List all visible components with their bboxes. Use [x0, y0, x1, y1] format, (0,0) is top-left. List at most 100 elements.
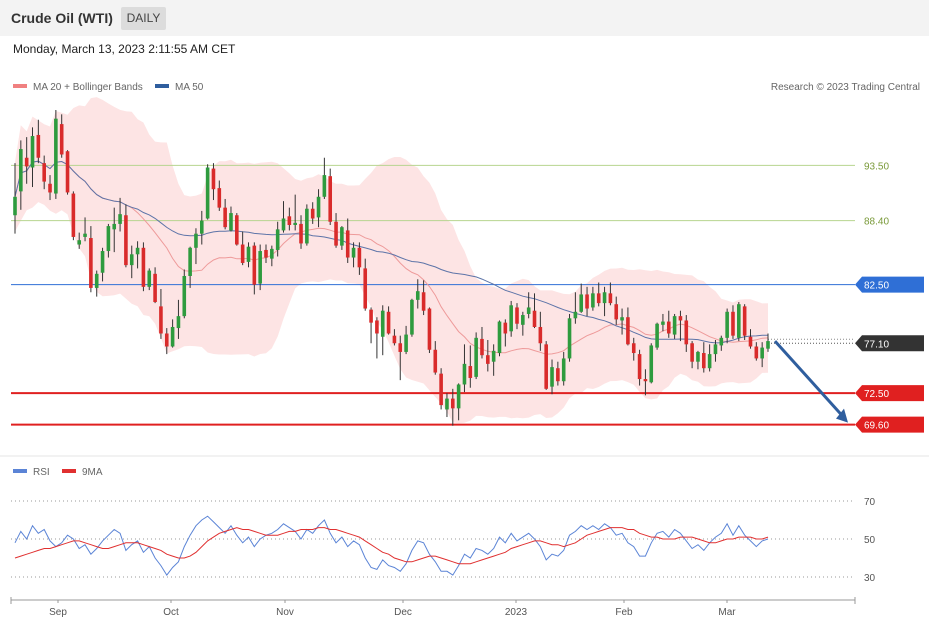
candle-body — [334, 221, 338, 246]
candle — [176, 299, 181, 339]
candle-body — [760, 347, 764, 359]
candle-body — [637, 354, 642, 380]
candle-body — [164, 333, 169, 347]
time-axis-label: Sep — [49, 607, 67, 618]
candle — [340, 226, 344, 250]
time-axis-label: Mar — [718, 607, 736, 618]
candle-body — [270, 248, 274, 259]
candle-body — [89, 238, 93, 288]
candle — [556, 361, 560, 386]
candle — [310, 202, 315, 224]
candle — [65, 150, 70, 195]
candle-body — [404, 334, 408, 352]
candle-body — [24, 157, 29, 167]
candle-body — [19, 149, 23, 192]
candle — [439, 368, 443, 410]
candle-body — [77, 240, 82, 245]
candle — [89, 226, 93, 293]
candle — [666, 310, 671, 338]
copyright-text: Research © 2023 Trading Central — [771, 82, 920, 93]
candle — [509, 300, 513, 337]
candle — [293, 194, 297, 231]
candle-body — [754, 346, 759, 359]
candle-body — [526, 307, 531, 314]
candle — [275, 221, 280, 257]
candle — [194, 228, 198, 265]
time-axis-label: Feb — [615, 607, 633, 618]
candle-body — [287, 216, 292, 225]
rsi-tick-50: 50 — [864, 535, 876, 546]
candle-body — [71, 193, 76, 237]
candle — [696, 350, 700, 370]
candle — [596, 282, 601, 307]
candle — [281, 201, 286, 233]
candle-body — [672, 316, 677, 335]
candle — [608, 282, 613, 306]
candle-body — [561, 358, 566, 382]
ma50-line — [14, 160, 769, 344]
candle-body — [124, 215, 128, 266]
candle-body — [147, 270, 152, 287]
ma20-legend-swatch — [13, 84, 27, 88]
candle-body — [655, 323, 659, 348]
candle — [164, 328, 169, 355]
timeframe-tab[interactable]: DAILY — [121, 7, 166, 30]
bollinger-band — [15, 97, 768, 424]
candle — [567, 313, 572, 362]
candle — [672, 313, 677, 339]
candle — [701, 342, 706, 373]
candle-body — [194, 233, 198, 248]
candle — [561, 351, 566, 386]
rsi-line — [14, 515, 769, 576]
candle-body — [462, 363, 467, 385]
candle-body — [678, 316, 683, 321]
candle-body — [596, 293, 601, 304]
rsi-ma9-line — [14, 527, 769, 565]
candle-body — [83, 233, 87, 237]
candle-body — [188, 247, 192, 276]
candle — [369, 307, 373, 344]
candle — [270, 245, 274, 267]
candle-body — [468, 366, 473, 378]
candle — [199, 210, 204, 245]
candle-body — [112, 223, 117, 230]
candle-body — [363, 268, 368, 309]
candle-body — [48, 183, 52, 193]
candle-body — [550, 367, 554, 387]
candle-body — [328, 176, 333, 222]
candle — [386, 306, 391, 335]
rsi-tick-70: 70 — [864, 497, 876, 508]
candle — [637, 349, 642, 386]
candle — [468, 345, 473, 388]
candle — [83, 217, 87, 242]
candle — [357, 242, 362, 275]
candle-body — [211, 168, 216, 190]
header-bar: Crude Oil (WTI) DAILY — [0, 0, 929, 36]
candle-body — [42, 163, 46, 182]
candle — [742, 304, 747, 340]
candle-body — [299, 223, 303, 244]
time-axis-label: Oct — [163, 607, 179, 618]
candle-body — [223, 207, 227, 228]
candle — [713, 340, 718, 362]
candle-body — [445, 398, 449, 410]
candle-body — [701, 353, 706, 369]
candle — [13, 163, 17, 234]
candle-body — [357, 247, 362, 268]
level-label-69.60: 69.60 — [864, 421, 889, 432]
candle — [474, 332, 478, 380]
candle-body — [217, 188, 222, 208]
candle-body — [439, 373, 443, 406]
candle — [36, 119, 41, 164]
candle — [59, 114, 64, 158]
candle-body — [322, 175, 327, 197]
candle-body — [474, 337, 478, 377]
candle — [264, 244, 268, 263]
candle-body — [153, 273, 157, 303]
candle-body — [240, 244, 245, 263]
candle — [748, 329, 753, 349]
candle-body — [392, 335, 397, 344]
candle — [380, 305, 385, 356]
candle — [404, 325, 408, 355]
